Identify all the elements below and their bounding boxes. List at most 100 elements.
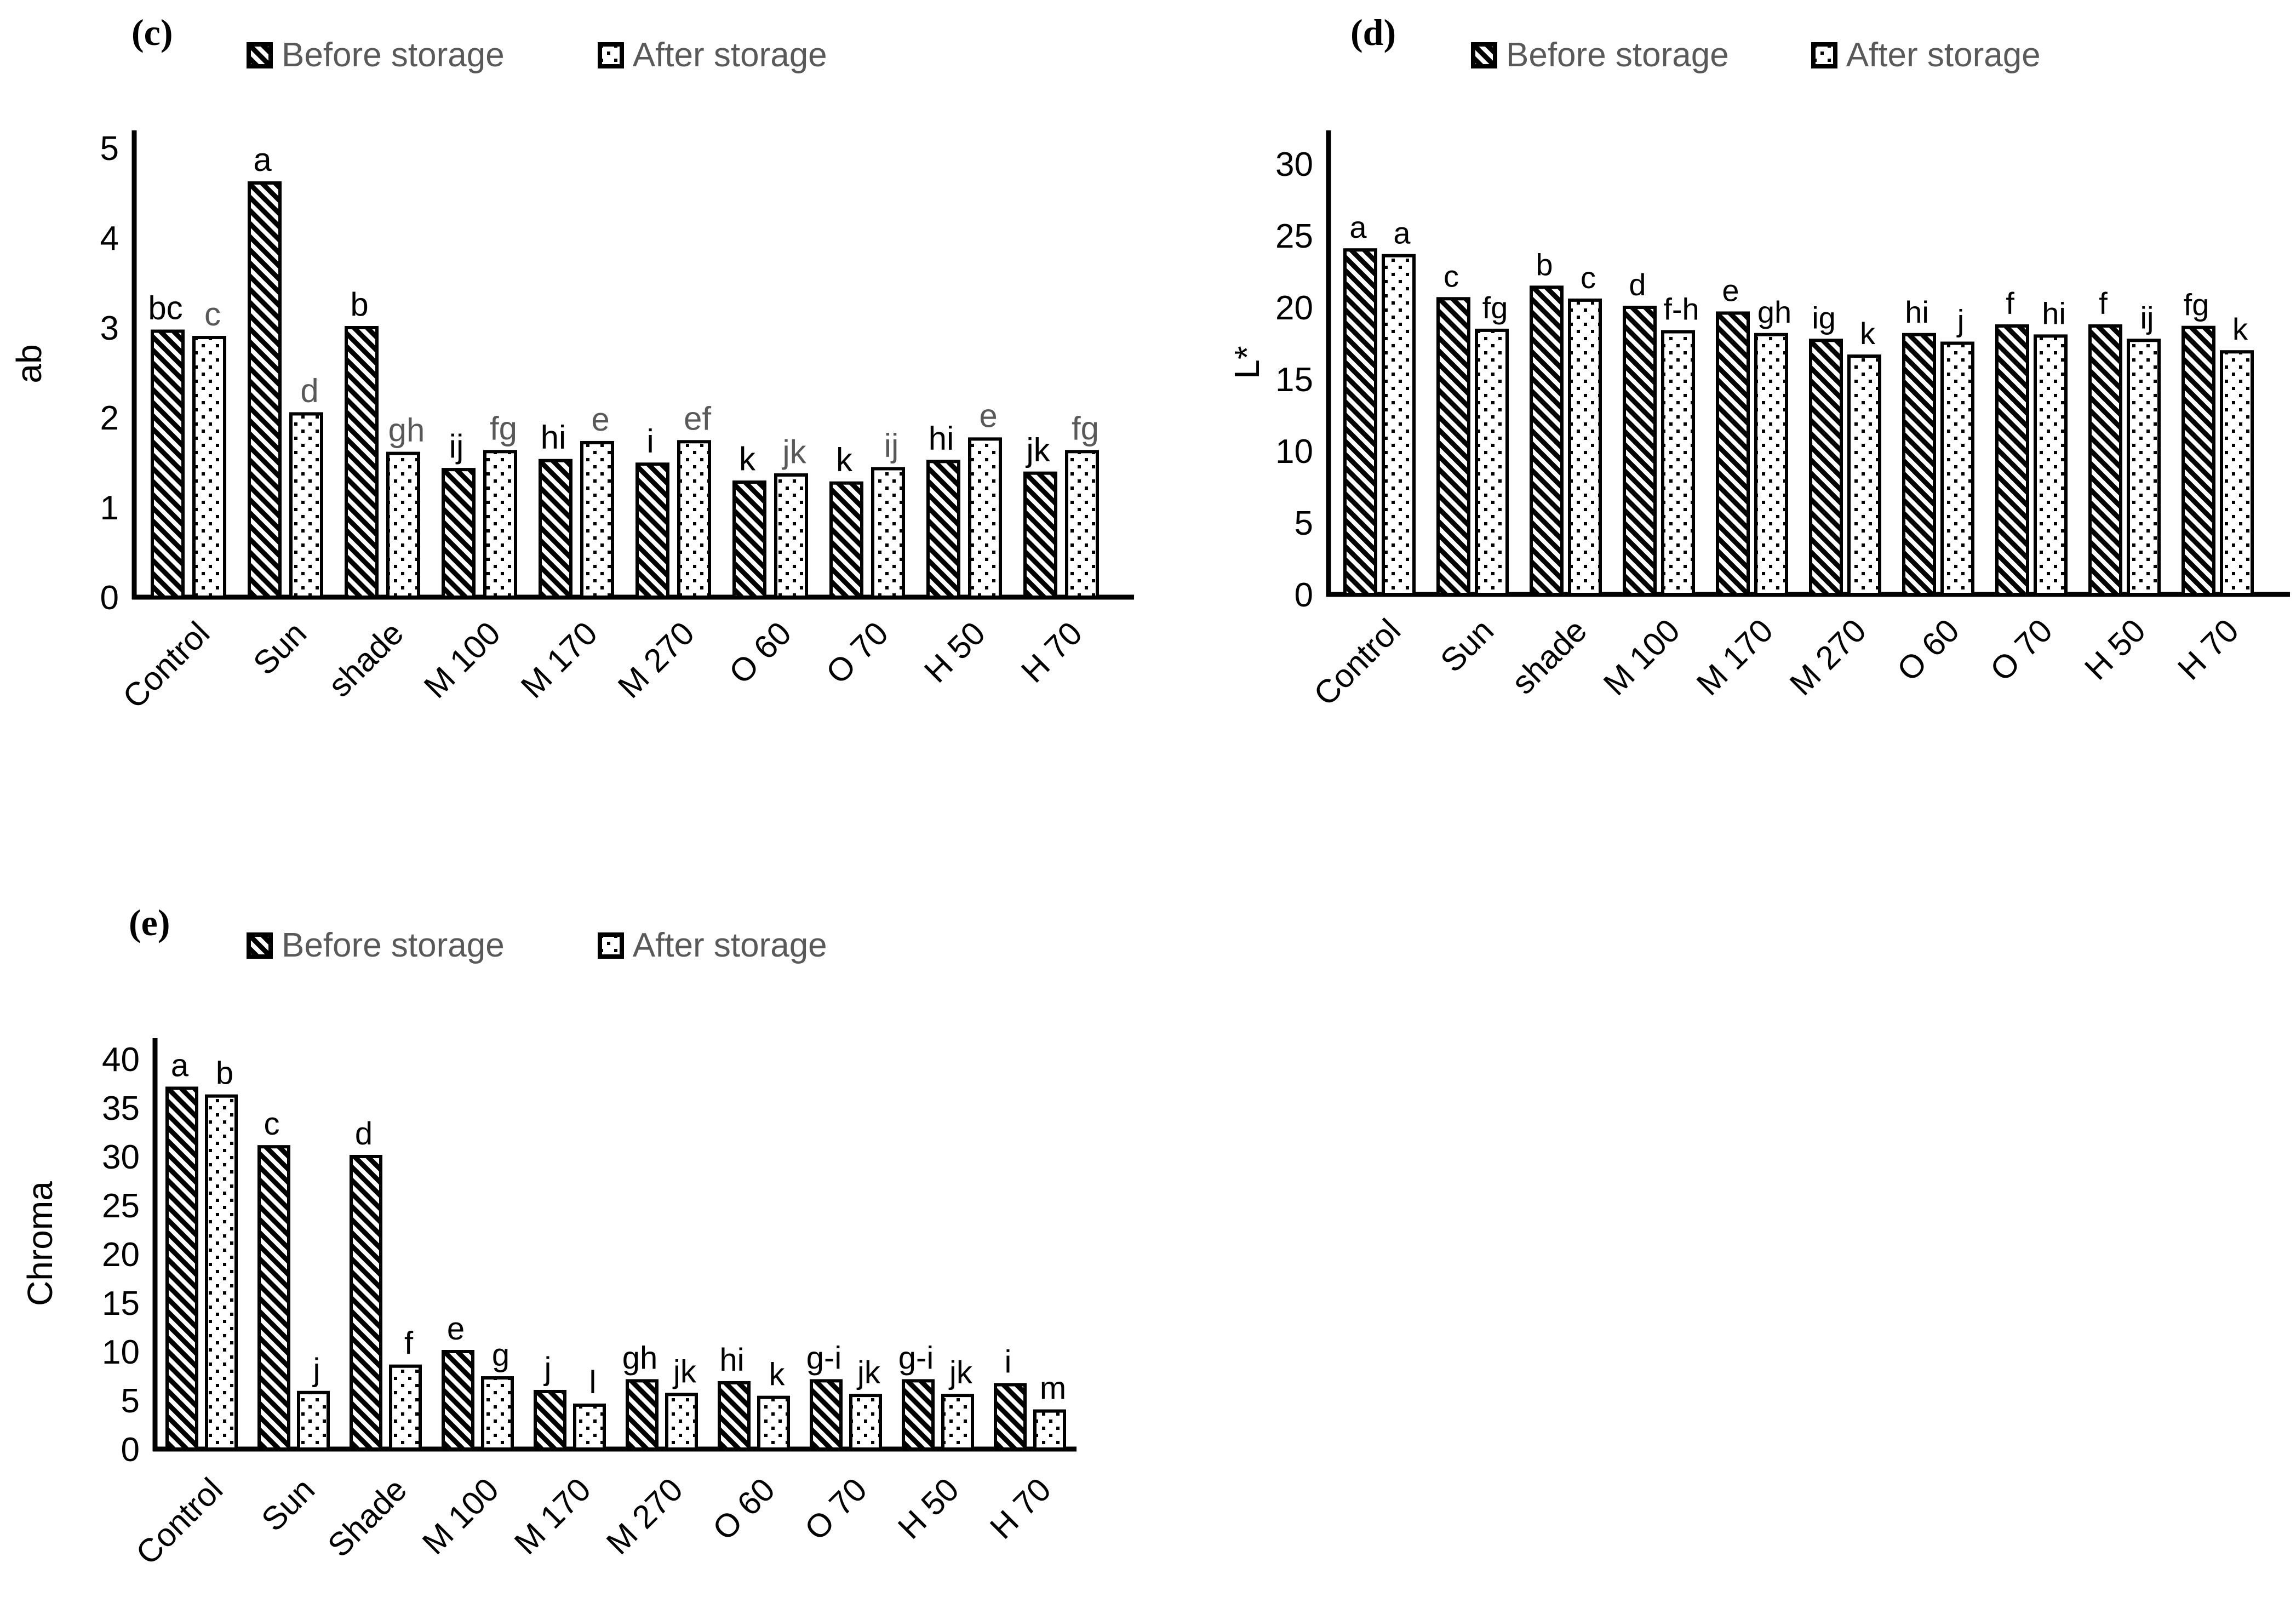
bar-after [1475,328,1509,596]
sig-letter: d [355,1116,373,1152]
bar-before [926,460,960,599]
category-label: M 100 [1596,612,1687,702]
bar-after [297,1390,330,1451]
sig-letter: k [769,1357,786,1393]
sig-letter: fg [1482,290,1508,325]
y-tick-label: 5 [121,1382,140,1420]
panel-e: (e) Before storage After storage 0 5 10 15 2… [0,855,1233,1620]
category-label: M 100 [415,1471,506,1561]
sig-letter: gh [388,412,425,449]
bar-after [573,1403,606,1451]
panel-label-c: (c) [131,12,173,53]
sig-letter: j [312,1352,320,1388]
legend-item-before: Before storage [1471,36,1729,75]
bar-before [442,1350,474,1451]
bar-after [389,1364,422,1451]
bar-after [289,412,323,599]
bar-after [1568,298,1602,596]
sig-letter: e [979,397,997,434]
legend-item-after: After storage [597,926,827,965]
category-label: M 170 [507,1471,598,1561]
legend-label-before: Before storage [282,36,505,74]
sig-letter: hi [719,1342,744,1378]
category-label: Sun [246,615,313,682]
bar-before [1436,297,1470,596]
sig-letter: j [543,1351,552,1387]
y-tick-label: 1 [100,489,119,527]
sig-letter: jk [781,433,806,470]
bar-after [774,473,808,599]
legend-item-after: After storage [1811,36,2041,75]
category-label: Control [129,1471,230,1572]
sig-letter: m [1040,1371,1066,1406]
bar-before [902,1379,935,1451]
category-label: Sun [1433,612,1501,679]
category-label: M 270 [1783,612,1873,702]
category-label: H 50 [891,1471,966,1546]
legend-item-after: After storage [597,36,827,75]
bar-before [539,459,572,599]
diagonal-hatch-swatch-icon [247,932,273,959]
category-label: H 70 [983,1471,1058,1546]
bar-before [248,181,282,599]
sig-letter: e [591,401,609,438]
bar-after [871,467,905,599]
sig-letter: ij [449,428,464,465]
category-label: O 70 [1983,612,2059,688]
sig-letter: hi [2042,296,2066,330]
legend-item-before: Before storage [247,36,505,75]
sig-letter: b [1536,247,1553,282]
dotted-swatch-icon [1811,42,1837,68]
bar-after [1661,330,1695,596]
bar-after [580,440,614,599]
y-tick-label: 0 [1295,576,1313,614]
category-label: Shade [320,1471,414,1564]
y-tick-label: 0 [100,579,119,617]
sig-letter: a [1349,210,1367,244]
category-label: O 70 [798,1471,874,1547]
y-tick-label: 3 [100,310,119,347]
sig-letter: f [404,1326,414,1361]
bar-after [481,1376,514,1451]
category-label: Control [116,615,216,715]
y-tick-label: 2 [100,399,119,437]
category-label: shade [321,615,410,704]
y-tick-label: 25 [1275,217,1313,255]
sig-letter: j [1956,304,1964,338]
bar-before [442,468,476,599]
category-label: M 170 [514,615,604,705]
bar-after [1940,341,1974,596]
y-tick-label: 10 [102,1333,140,1371]
bar-after [941,1394,974,1451]
category-label: M 270 [599,1471,690,1561]
category-label: H 50 [917,615,992,690]
category-label: M 170 [1690,612,1780,702]
sig-letter: f [2006,286,2014,320]
bar-after [1033,1409,1066,1451]
panel-d: (d) Before storage After storage 0 5 10 15 2… [1233,0,2296,822]
sig-letter: jk [672,1354,697,1389]
sig-letter: e [447,1311,465,1347]
bar-after [1065,450,1099,599]
sig-letter: k [836,442,853,478]
y-tick-label: 5 [100,130,119,168]
category-label: shade [1504,612,1594,701]
sig-letter: a [1393,216,1411,250]
bar-after [757,1395,790,1451]
bar-before [2088,324,2122,596]
sig-letter: a [171,1047,189,1083]
bar-after [386,451,420,599]
sig-letter: ef [684,400,711,437]
legend-label-after: After storage [632,36,827,74]
bar-before [345,326,379,599]
sig-letter: g-i [898,1340,934,1376]
chart-e-canvas: 0 5 10 15 20 25 30 35 40 Chroma a b Control c j Sun d f Sh… [20,1038,1077,1572]
bar-before [1023,471,1057,599]
sig-letter: g-i [806,1340,841,1376]
bar-after [1754,333,1788,597]
y-tick-label: 15 [102,1285,140,1323]
bar-after [1382,254,1416,596]
sig-letter: k [2232,312,2248,346]
